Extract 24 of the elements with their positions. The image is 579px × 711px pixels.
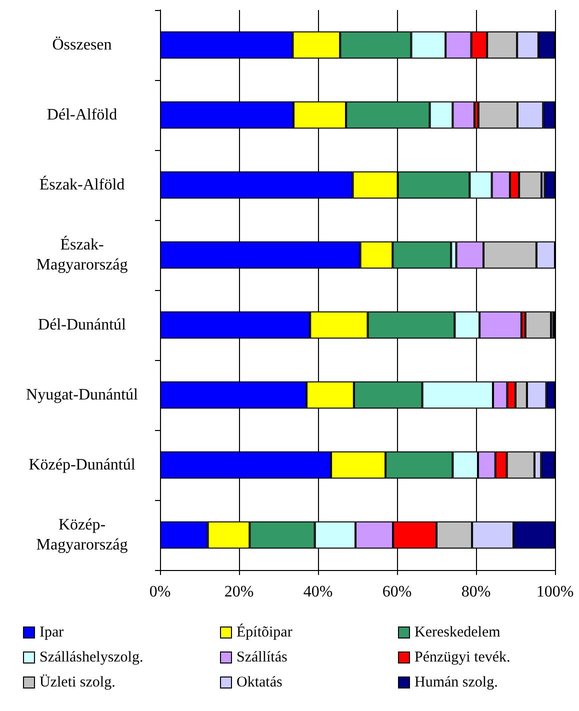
y-tick-label: Közép-Magyarország bbox=[36, 516, 128, 554]
bar bbox=[525, 311, 552, 339]
x-tick-label: 100% bbox=[536, 584, 574, 600]
y-tick-label: Észak-Alföld bbox=[39, 176, 125, 194]
y-tick-label: Dél-Alföld bbox=[46, 106, 118, 124]
legend-label: Szállítás bbox=[236, 650, 288, 666]
legend-label: Humán szolg. bbox=[414, 674, 498, 690]
x-tick-label: 20% bbox=[224, 584, 254, 600]
legend-label: Ipar bbox=[40, 624, 64, 640]
legend-label: Üzleti szolg. bbox=[40, 674, 116, 690]
y-tick-label: Észak-Magyarország bbox=[36, 236, 128, 274]
y-tick-label: Dél-Dunántúl bbox=[38, 316, 127, 334]
x-tick-label: 0% bbox=[149, 584, 171, 600]
legend-label: Kereskedelem bbox=[414, 624, 501, 640]
x-tick-label: 60% bbox=[382, 584, 412, 600]
legend-label: Szálláshelyszolg. bbox=[40, 650, 144, 666]
legend-label: Oktatás bbox=[236, 674, 282, 690]
y-tick-label: Összesen bbox=[52, 36, 112, 54]
legend-label: Pénzügyi tevék. bbox=[414, 650, 510, 666]
legend-label: Építõipar bbox=[236, 624, 292, 640]
x-tick-label: 40% bbox=[303, 584, 333, 600]
y-tick-label: Nyugat-Dunántúl bbox=[26, 386, 139, 404]
y-tick-label: Közép-Dunántúl bbox=[28, 456, 136, 474]
x-tick-label: 80% bbox=[461, 584, 491, 600]
